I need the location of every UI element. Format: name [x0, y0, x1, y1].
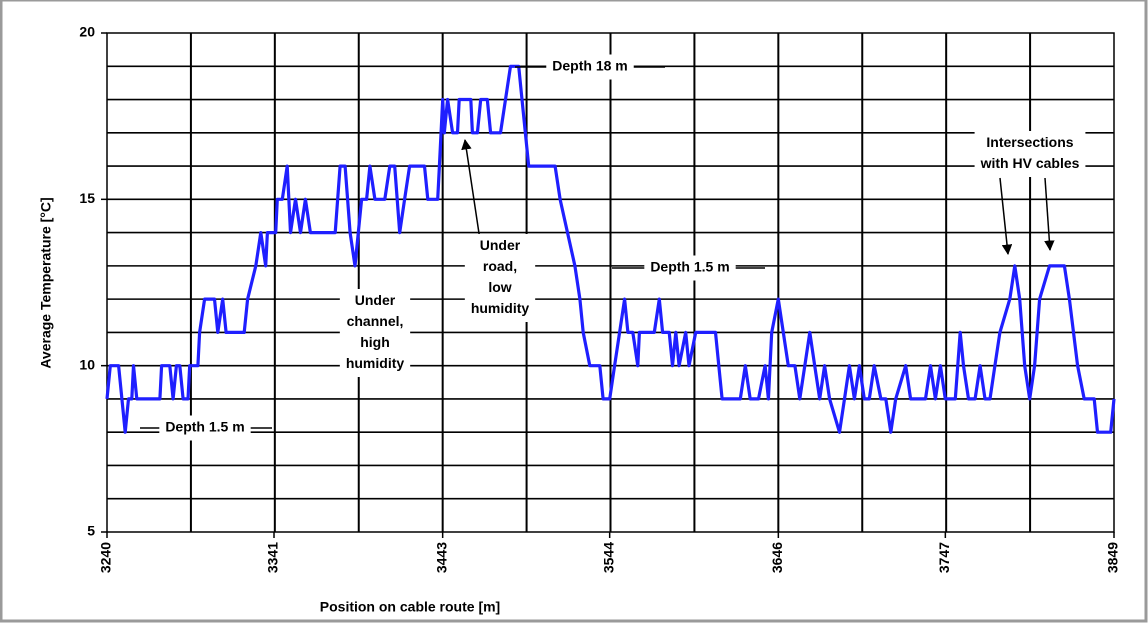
annotation-text: humidity: [471, 300, 530, 316]
arrow: [461, 138, 481, 241]
annotation: Under channel, high humidity: [346, 292, 405, 371]
x-tick-label: 3747: [936, 542, 952, 573]
annotation-bg: [546, 54, 634, 80]
annotation: Depth 1.5 m: [165, 419, 244, 435]
annotation-bg: [974, 131, 1086, 177]
y-axis-label: Average Temperature [°C]: [38, 197, 54, 368]
annotation-text: Intersections: [986, 134, 1073, 150]
annotation-text: Under: [480, 237, 521, 253]
y-tick-label: 15: [79, 190, 95, 206]
y-tick-label: 10: [79, 356, 95, 372]
annotation: Intersections with HV cables: [980, 134, 1080, 171]
annotation: Depth 1.5 m: [650, 259, 729, 275]
annotation-text: Depth 1.5 m: [650, 259, 729, 275]
annotation-text: low: [488, 279, 511, 295]
arrow: [1044, 177, 1055, 252]
plot-border: [106, 32, 1115, 533]
grid: [101, 32, 1115, 538]
annotation-text: channel,: [347, 313, 404, 329]
annotation-text: Depth 18 m: [552, 58, 627, 74]
y-tick-label: 5: [87, 523, 95, 539]
annotation-bg: [339, 289, 411, 377]
data-line: [105, 64, 1116, 434]
x-axis-label: Position on cable route [m]: [320, 599, 500, 615]
annotation-bg: [464, 234, 536, 322]
annotation: Under road, low humidity: [471, 237, 530, 316]
annotation-bg: [644, 255, 736, 281]
x-tick-label: 3443: [433, 542, 449, 573]
x-tick-label: 3341: [265, 542, 281, 573]
y-tick-label: 20: [79, 24, 95, 40]
plot: [105, 64, 1116, 434]
arrow: [999, 177, 1013, 256]
annotation-text: road,: [483, 258, 517, 274]
x-tick-label: 3646: [769, 542, 785, 573]
annotation-text: humidity: [346, 355, 405, 371]
annotation: Depth 18 m: [552, 58, 627, 74]
x-tick-label: 3849: [1105, 542, 1121, 573]
x-tick-label: 3544: [600, 542, 616, 573]
annotation-text: Depth 1.5 m: [165, 419, 244, 435]
annotations: Depth 18 m Under road, low humidity Under chan…: [140, 54, 1086, 441]
annotation-text: Under: [355, 292, 396, 308]
annotation-bg: [159, 415, 251, 441]
annotation-text: high: [360, 334, 390, 350]
x-tick-label: 3240: [98, 542, 114, 573]
annotation-text: with HV cables: [980, 155, 1080, 171]
